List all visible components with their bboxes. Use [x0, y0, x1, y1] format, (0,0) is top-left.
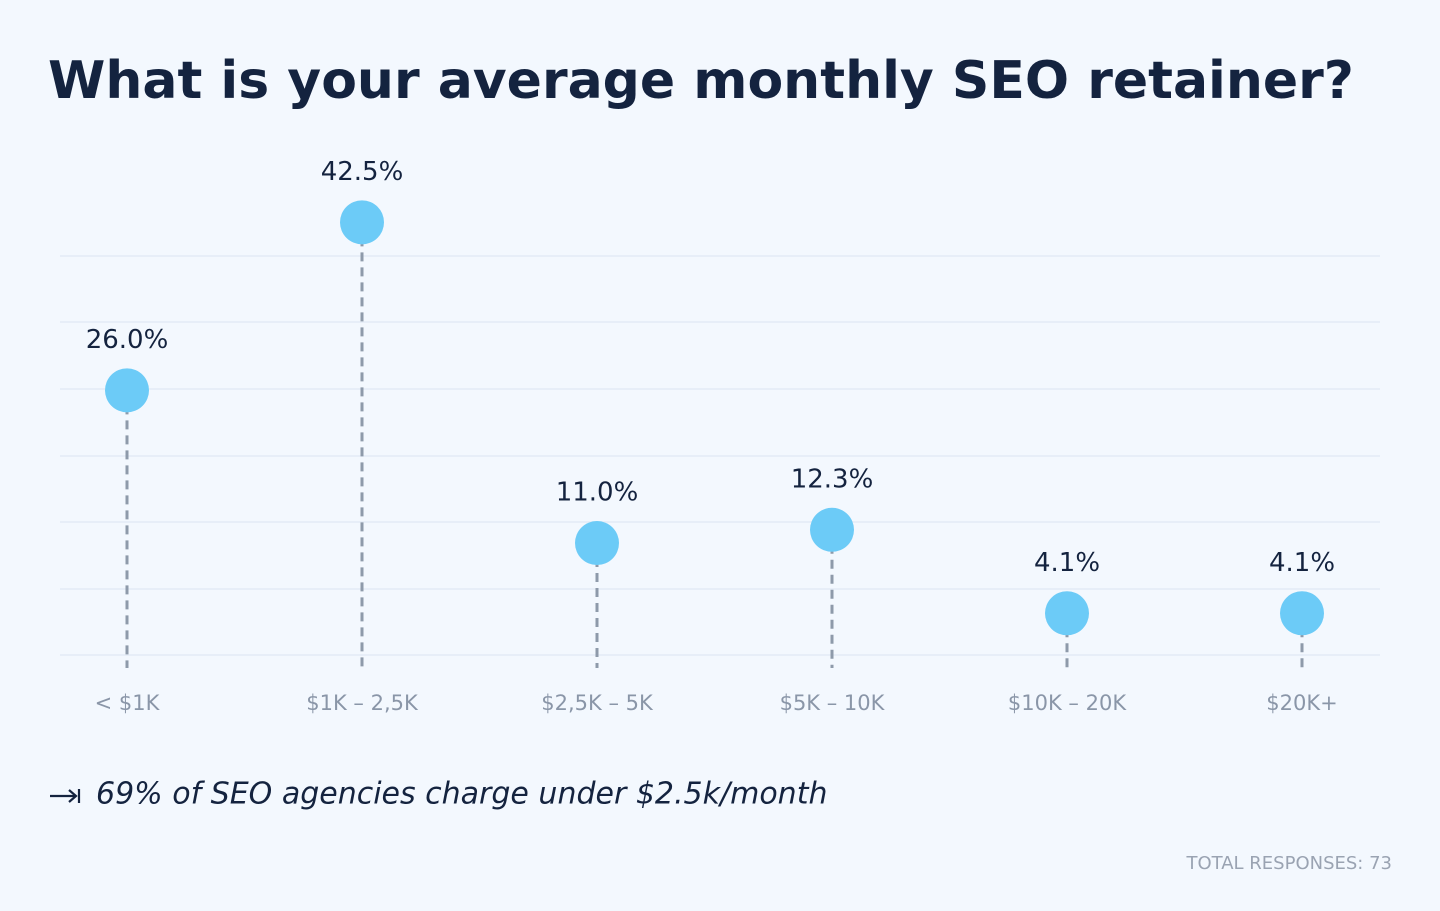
- chart-title: What is your average monthly SEO retaine…: [48, 51, 1354, 111]
- value-label: 4.1%: [1269, 548, 1335, 578]
- value-label: 42.5%: [321, 157, 404, 187]
- value-label: 4.1%: [1034, 548, 1100, 578]
- arrow-icon: [50, 789, 81, 803]
- x-tick-label: $10K – 20K: [1008, 691, 1127, 715]
- x-tick-label: $20K+: [1266, 691, 1337, 715]
- value-label: 11.0%: [556, 478, 639, 508]
- dot: [1280, 591, 1324, 636]
- dot: [1045, 591, 1089, 636]
- x-tick-label: $1K – 2,5K: [306, 691, 419, 715]
- dot: [575, 521, 619, 566]
- x-tick-label: $2,5K – 5K: [541, 691, 654, 715]
- value-label: 26.0%: [86, 325, 169, 355]
- grid: [60, 255, 1380, 656]
- footnote: TOTAL RESPONSES: 73: [1185, 853, 1392, 874]
- dot: [105, 368, 149, 413]
- dot: [810, 507, 854, 552]
- value-label: 12.3%: [791, 464, 874, 494]
- x-tick-label: < $1K: [95, 691, 161, 715]
- annotation: 69% of SEO agencies charge under $2.5k/m…: [96, 777, 827, 812]
- dot: [340, 200, 384, 245]
- x-tick-label: $5K – 10K: [780, 691, 886, 715]
